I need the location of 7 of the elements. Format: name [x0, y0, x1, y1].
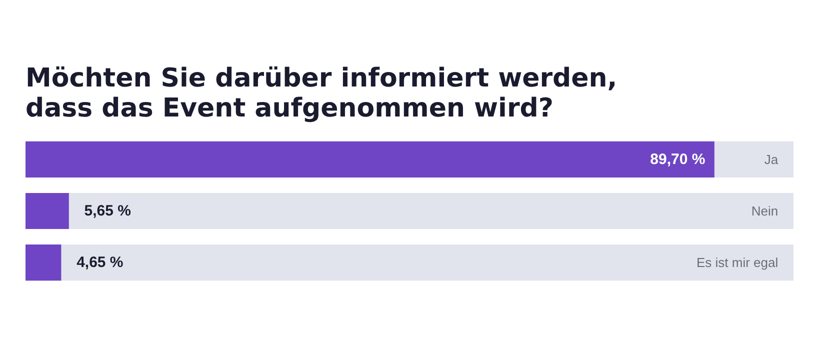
chart-title: Möchten Sie darüber informiert werden, dass das Event aufgenommen wird? — [26, 64, 618, 124]
y-tick-label: Nein — [751, 204, 778, 218]
data-label: 89,70 % — [650, 150, 706, 168]
y-tick-label: Ja — [764, 152, 779, 167]
data-label: 4,65 % — [76, 254, 124, 272]
data-label: 5,65 % — [84, 202, 131, 220]
y-tick-label: Es ist mir egal — [696, 255, 778, 270]
